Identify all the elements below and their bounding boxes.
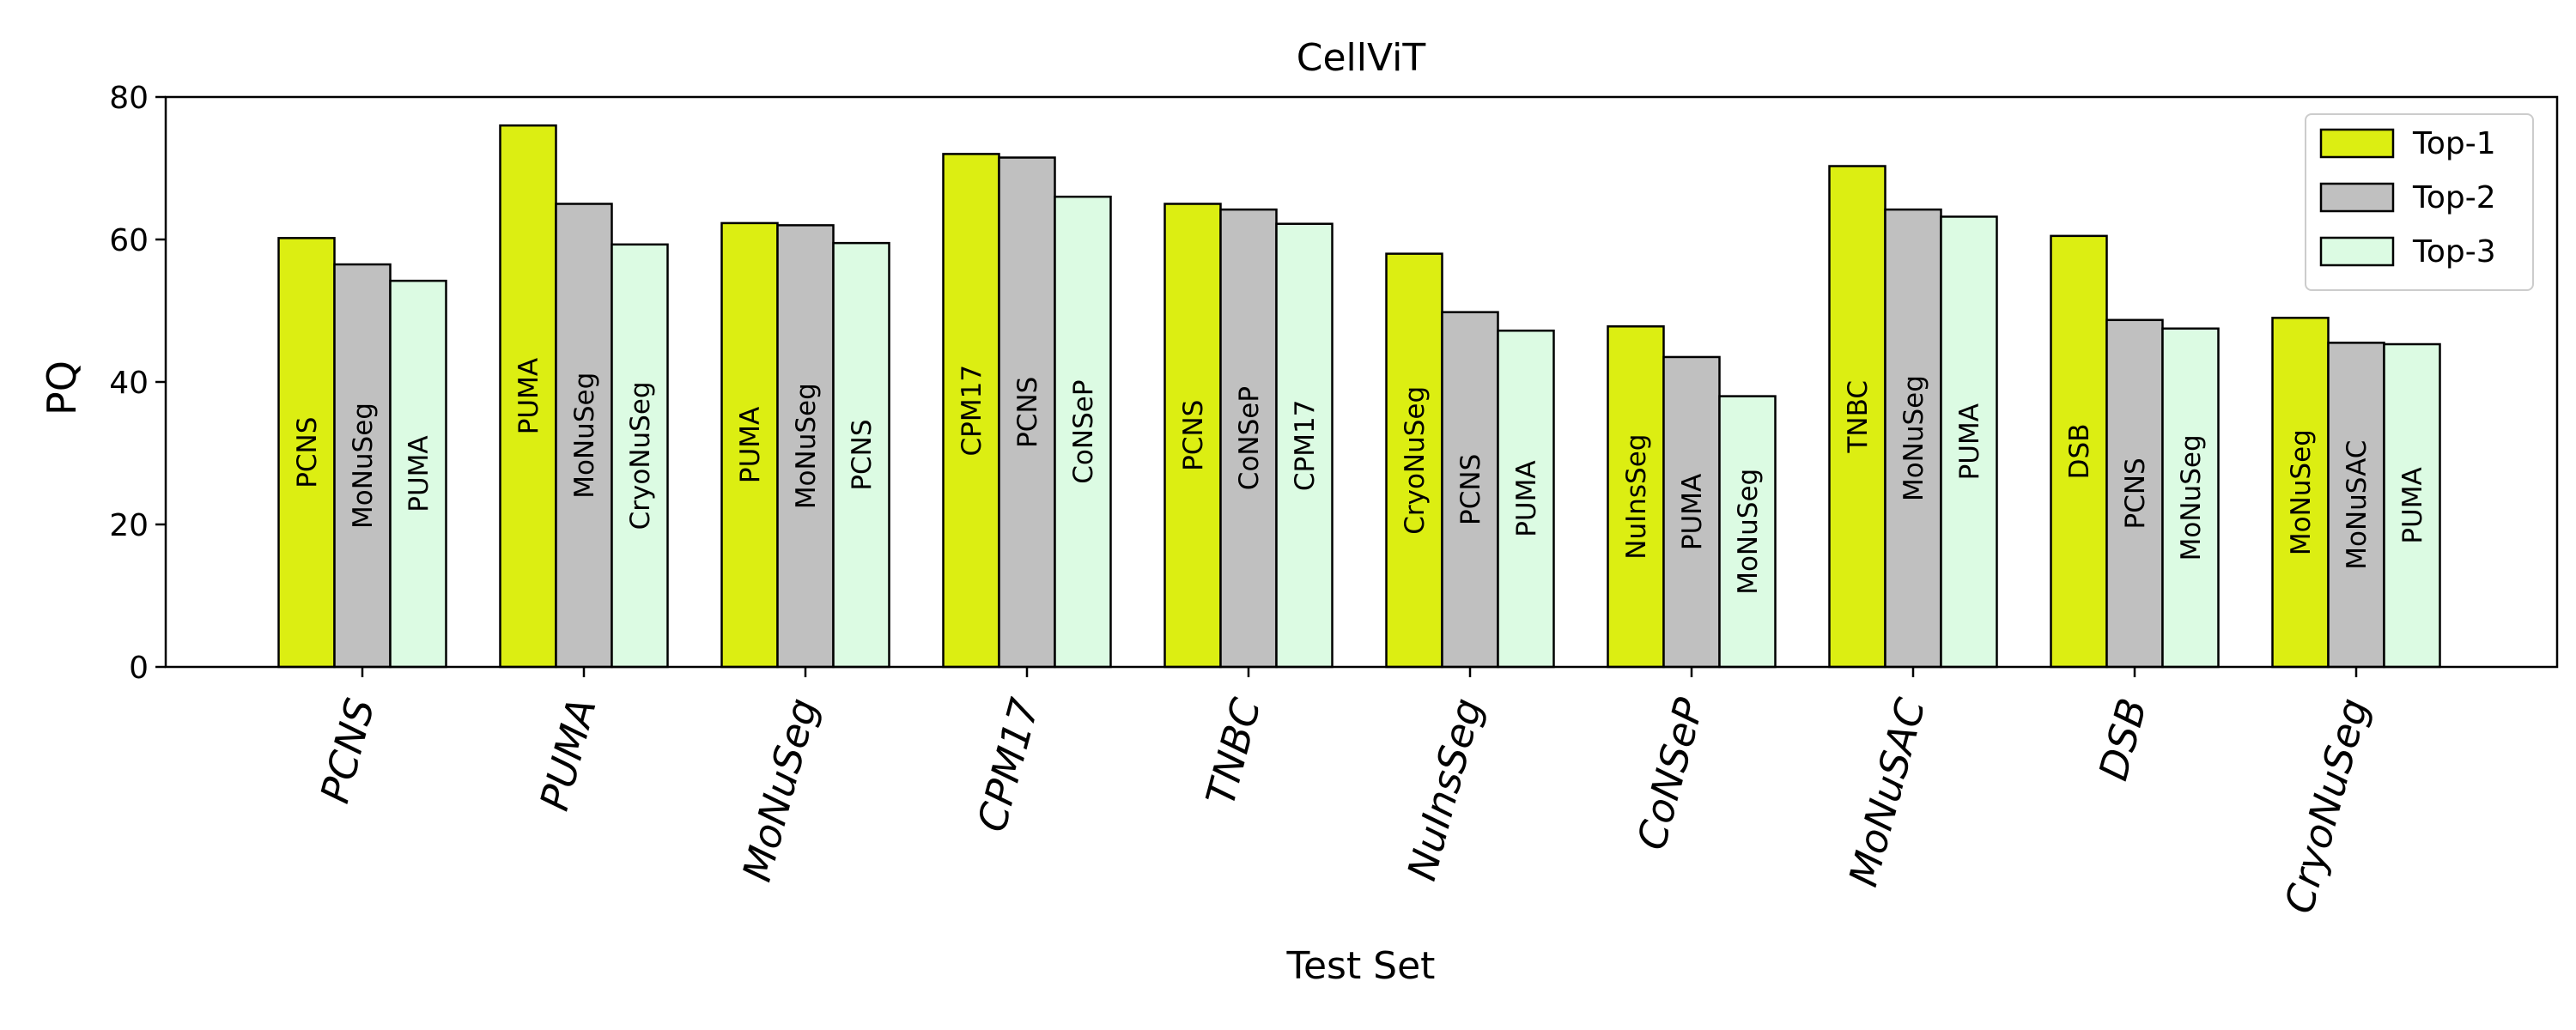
- bar-label: CoNSeP: [1234, 386, 1265, 490]
- bar-top-3-consep: [1718, 395, 1777, 669]
- y-tick-label: 60: [109, 223, 149, 258]
- bar-label: PUMA: [735, 407, 766, 483]
- y-axis-label: PQ: [39, 360, 85, 415]
- bar-label: MoNuSeg: [2286, 429, 2317, 555]
- bar-label: CPM17: [957, 365, 987, 457]
- bar-label: MoNuSeg: [2176, 434, 2207, 560]
- bar-label: CoNSeP: [1068, 379, 1099, 483]
- chart-title: CellViT: [1297, 36, 1426, 80]
- bar-label: TNBC: [1843, 380, 1874, 454]
- bar-top-2-cpm17: [998, 156, 1056, 669]
- bar-top-1-monusac: [1828, 165, 1886, 669]
- x-tick-label: CryoNuSeg: [2275, 694, 2378, 918]
- bar-top-3-monusac: [1940, 215, 1998, 669]
- bar-label: CPM17: [1290, 400, 1321, 492]
- x-tick-label: DSB: [2090, 694, 2156, 785]
- bar-label: MoNuSeg: [348, 403, 379, 529]
- x-axis-label: Test Set: [1286, 944, 1436, 988]
- y-tick-label: 20: [109, 508, 149, 543]
- bar-top-1-puma: [499, 124, 557, 669]
- y-tick-label: 80: [109, 81, 149, 116]
- bar-label: MoNuSeg: [791, 383, 822, 509]
- bar-label: MoNuSeg: [569, 373, 600, 499]
- legend-swatch: [2319, 236, 2395, 267]
- bar-top-3-pcns: [389, 279, 447, 669]
- x-tick-label: CoNSeP: [1628, 694, 1713, 855]
- legend-label: Top-1: [2412, 126, 2496, 161]
- bar-label: PUMA: [513, 358, 544, 434]
- legend-label: Top-3: [2412, 234, 2496, 270]
- bar-label: NuInsSeg: [1621, 434, 1652, 560]
- bar-label: PUMA: [2397, 467, 2428, 543]
- bar-label: PCNS: [1178, 400, 1209, 471]
- bar-label: PUMA: [1511, 460, 1542, 536]
- bar-label: DSB: [2064, 424, 2095, 480]
- bar-label: MoNuSeg: [1733, 469, 1764, 595]
- bar-top-3-puma: [611, 243, 669, 669]
- bar-label: PCNS: [1012, 377, 1043, 448]
- bar-top-2-dsb: [2105, 318, 2164, 669]
- bar-top-3-cryonuseg: [2383, 342, 2441, 669]
- bar-label: PCNS: [2120, 457, 2151, 529]
- y-tick-label: 0: [129, 651, 149, 686]
- bar-top-1-nuinsseg: [1385, 252, 1443, 669]
- legend-label: Top-2: [2412, 180, 2496, 215]
- bar-top-3-nuinsseg: [1497, 329, 1555, 669]
- bar-top-2-consep: [1662, 355, 1721, 669]
- bar-top-2-puma: [555, 203, 613, 669]
- x-tick-label: CPM17: [969, 694, 1048, 837]
- bar-label: MoNuSeg: [1899, 375, 1929, 501]
- bar-label: CryoNuSeg: [625, 381, 656, 530]
- legend-swatch: [2319, 128, 2395, 159]
- x-tick-label: MoNuSAC: [1839, 694, 1934, 892]
- bar-top-1-dsb: [2050, 234, 2108, 669]
- bar-top-1-pcns: [277, 237, 336, 669]
- bar-label: PUMA: [1954, 403, 1985, 480]
- x-tick-label: TNBC: [1197, 694, 1270, 810]
- x-tick-label: PUMA: [531, 694, 605, 815]
- plot-frame: [164, 95, 2559, 669]
- bar-top-1-cryonuseg: [2271, 317, 2330, 669]
- legend-swatch: [2319, 182, 2395, 213]
- x-tick-label: MoNuSeg: [733, 694, 827, 887]
- bar-top-1-tnbc: [1163, 203, 1222, 669]
- x-tick-label: PCNS: [312, 694, 384, 808]
- bar-label: PCNS: [847, 419, 878, 490]
- bar-top-3-dsb: [2161, 327, 2220, 669]
- bar-top-1-consep: [1607, 325, 1665, 669]
- bar-label: CryoNuSeg: [1400, 386, 1431, 535]
- bar-label: PCNS: [292, 417, 323, 488]
- legend: Top-1 Top-2 Top-3: [2305, 113, 2534, 291]
- bar-top-3-tnbc: [1275, 222, 1334, 669]
- x-tick-label: NuInsSeg: [1398, 694, 1491, 886]
- bar-label: PUMA: [404, 435, 434, 512]
- bar-top-2-cryonuseg: [2327, 342, 2385, 669]
- y-tick-label: 40: [109, 366, 149, 401]
- bar-label: MoNuSAC: [2342, 440, 2372, 570]
- bar-label: PUMA: [1677, 474, 1708, 550]
- bar-label: PCNS: [1455, 454, 1486, 525]
